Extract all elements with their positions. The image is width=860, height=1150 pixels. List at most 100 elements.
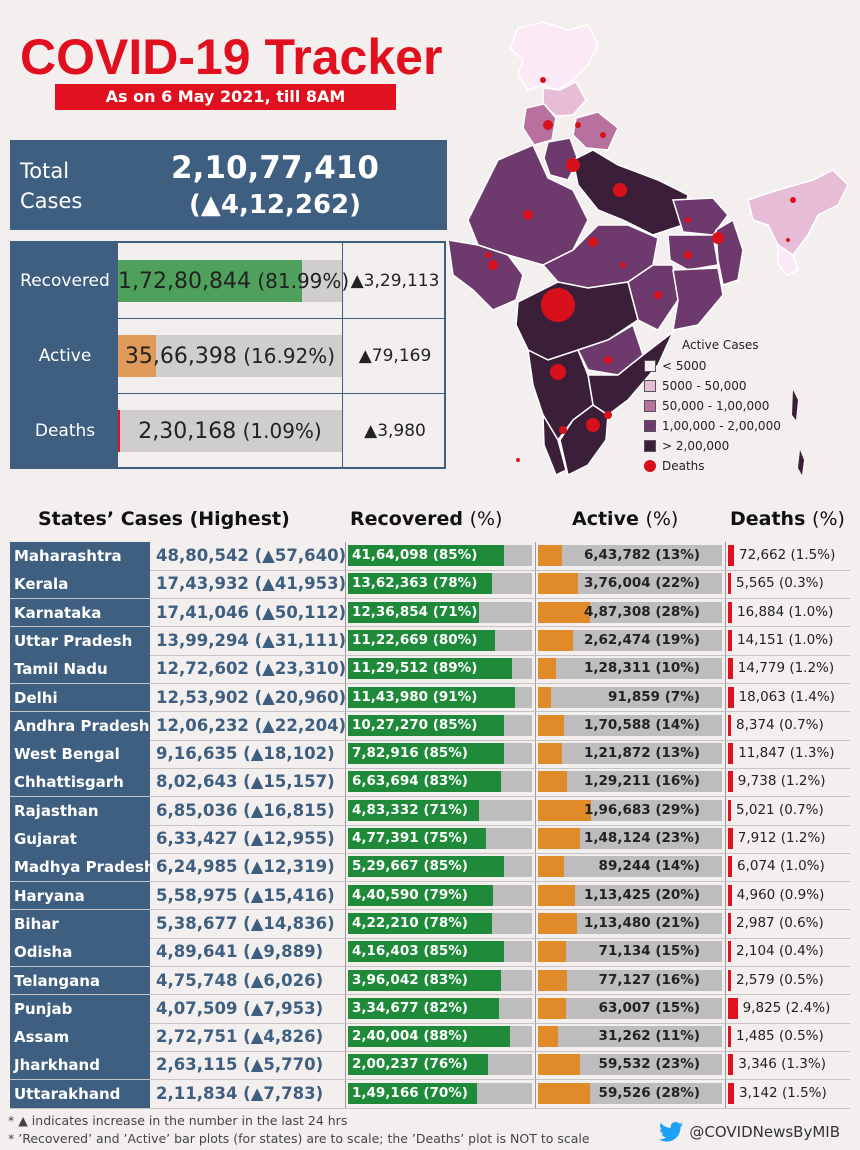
death-marker [559,426,567,434]
summary-delta-deaths: ▲3,980 [364,421,426,441]
recovered-value: 5,29,667 (85%) [352,858,468,875]
legend-item: 50,000 - 1,00,000 [644,396,781,416]
state-name: Bihar [10,909,150,939]
state-cases: 12,53,902 (▲20,960) [156,687,347,707]
table-row: Uttar Pradesh 13,99,294 (▲31,111) 11,22,66… [10,626,850,656]
active-bar-fill [538,629,573,651]
recovered-value: 6,63,694 (83%) [352,773,468,790]
deaths-bar: 18,063 (1.4%) [728,686,848,708]
table-row: Andhra Pradesh 12,06,232 (▲22,204) 10,27,2… [10,711,850,741]
deaths-bar: 3,346 (1.3%) [728,1054,848,1076]
recovered-bar: 11,22,669 (80%) [348,629,532,651]
active-value: 2,62,474 (19%) [584,631,700,648]
table-row: Rajasthan 6,85,036 (▲16,815) 4,83,332 (71%… [10,796,850,825]
deaths-bar-fill [728,969,731,991]
row-divider [10,1022,850,1024]
deaths-bar-fill [728,714,731,736]
total-cases-label: Total Cases [20,159,83,213]
summary-label-deaths: Deaths [34,421,96,441]
deaths-bar: 7,912 (1.2%) [728,828,848,849]
deaths-bar: 9,825 (2.4%) [728,997,848,1019]
deaths-bar-fill [728,686,734,708]
header-pct: (%) [469,508,503,530]
death-marker [516,458,520,462]
summary-delta-active: ▲79,169 [358,346,432,366]
active-bar: 1,13,425 (20%) [538,884,722,906]
death-marker [588,237,598,247]
recovered-value: 4,16,403 (85%) [352,943,468,960]
state-cases: 4,75,748 (▲6,026) [156,970,324,990]
deaths-bar-fill [728,629,732,651]
deaths-bar: 72,662 (1.5%) [728,545,848,566]
deaths-value: 6,074 (1.0%) [737,858,825,875]
death-marker [550,364,566,380]
table-row: West Bengal 9,16,635 (▲18,102) 7,82,916 (8… [10,740,850,769]
death-marker [575,122,581,128]
active-bar: 1,29,211 (16%) [538,771,722,793]
deaths-value: 72,662 (1.5%) [739,547,836,563]
recovered-value: 11,29,512 (89%) [352,660,478,677]
legend-item: Deaths [644,456,781,476]
header-deaths: Deaths (%) [730,508,845,530]
map-region [747,169,849,257]
row-divider [10,683,850,684]
legend-label: > 2,00,000 [662,439,730,453]
deaths-bar: 3,142 (1.5%) [728,1082,848,1104]
recovered-bar: 4,40,590 (79%) [348,884,532,906]
active-bar-fill [538,686,551,708]
deaths-bar-fill [728,799,731,821]
row-divider [10,1050,850,1052]
recovered-bar: 10,27,270 (85%) [348,714,532,736]
death-marker [790,197,796,203]
active-bar: 63,007 (15%) [538,997,722,1019]
summary-value-active: 35,66,398 (16.92%) [118,335,342,377]
recovered-bar: 11,29,512 (89%) [348,658,532,680]
active-bar: 1,96,683 (29%) [538,799,722,821]
active-value: 1,21,872 (13%) [584,745,700,762]
state-name: Maharashtra [10,542,150,571]
state-name: Karnataka [10,598,150,627]
map-region [572,111,619,151]
table-row: Madhya Pradesh 6,24,985 (▲12,319) 5,29,667… [10,853,850,882]
active-bar: 91,859 (7%) [538,686,722,708]
active-bar-fill [538,969,568,991]
active-value: 1,28,311 (10%) [584,660,700,677]
recovered-bar: 2,40,004 (88%) [348,1026,532,1048]
legend-swatch [644,380,656,392]
active-bar: 31,262 (11%) [538,1026,722,1048]
recovered-value: 4,77,391 (75%) [352,830,468,846]
deaths-value: 14,779 (1.2%) [737,660,835,677]
deaths-value: 1,485 (0.5%) [736,1028,824,1045]
value: 35,66,398 [124,344,237,369]
map-region [572,149,689,236]
footnote-2: * ’Recovered’ and ’Active’ bar plots (fo… [8,1131,590,1146]
active-value: 59,532 (23%) [598,1056,700,1073]
row-divider [10,994,850,996]
recovered-bar: 4,77,391 (75%) [348,828,532,849]
deaths-bar-fill [728,1026,731,1048]
table-row: Uttarakhand 2,11,834 (▲7,783) 1,49,166 (70… [10,1079,850,1108]
handle-text: @COVIDNewsByMIB [689,1123,840,1141]
deaths-dot-icon [644,460,656,472]
death-marker [684,251,692,259]
state-name: Delhi [10,683,150,712]
row-divider [10,881,850,883]
row-divider [10,739,850,741]
table-row: Telangana 4,75,748 (▲6,026) 3,96,042 (83%)… [10,966,850,995]
active-bar-fill [538,771,568,793]
summary-divider [118,318,446,319]
death-marker [543,120,553,130]
active-bar: 59,532 (23%) [538,1054,722,1076]
india-map [448,21,849,477]
deaths-bar: 16,884 (1.0%) [728,601,848,623]
deaths-value: 8,374 (0.7%) [736,716,824,733]
summary-divider [342,243,343,467]
recovered-bar: 4,16,403 (85%) [348,941,532,963]
state-name: Gujarat [10,825,150,854]
state-cases: 48,80,542 (▲57,640) [156,546,347,565]
row-divider [10,569,850,571]
map-region [777,243,799,276]
active-value: 1,13,425 (20%) [584,886,700,903]
pct: (1.09%) [242,419,322,443]
deaths-bar-fill [728,771,733,793]
